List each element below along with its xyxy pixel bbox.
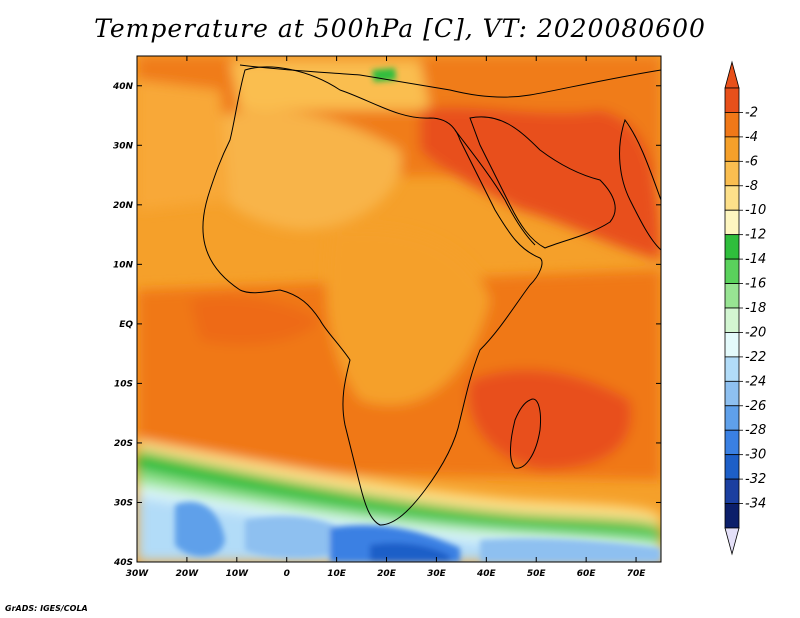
india-outline [619, 118, 661, 251]
colorbar-under-arrow [724, 527, 740, 556]
colorbar-label: -10 [745, 203, 766, 218]
lon-label: 20E [377, 569, 397, 579]
lon-label: 60E [577, 569, 597, 579]
red-sea [454, 129, 536, 246]
colorbar-label: -26 [745, 399, 766, 414]
colorbar-swatch [724, 478, 740, 504]
colorbar-swatch [724, 160, 740, 187]
field-sahara [200, 110, 402, 230]
colorbar-swatch [724, 283, 740, 309]
field-indian-ocean-hot [468, 369, 632, 470]
plot-frame [136, 55, 662, 563]
colorbar-label: -4 [745, 130, 758, 145]
lon-label: 50E [527, 569, 547, 579]
colorbar-swatch [724, 185, 740, 211]
lat-label: 30S [114, 498, 133, 508]
colorbar-label: -12 [745, 228, 766, 243]
colorbar-swatch [724, 234, 740, 260]
field-atlantic-north [137, 80, 230, 210]
lon-label: 40E [476, 569, 497, 579]
colorbar-swatch [724, 454, 740, 480]
colorbar-over-arrow [724, 60, 740, 89]
colorbar-label: -8 [745, 179, 758, 194]
temperature-field [137, 56, 661, 562]
madagascar-outline [510, 398, 541, 469]
colorbar-label: -24 [745, 374, 766, 389]
lon-label: 20W [176, 569, 200, 579]
colorbar-label: -16 [745, 277, 766, 292]
colorbar-label: -18 [745, 301, 766, 316]
colorbar-swatch [724, 332, 740, 358]
arabia-outline [469, 116, 616, 249]
colorbar-label: -28 [745, 423, 766, 438]
lon-label: 30W [126, 569, 150, 579]
field-cold-core [370, 543, 450, 562]
europe-coast [239, 64, 661, 98]
colorbar-label: -30 [745, 448, 766, 463]
grads-credit: GrADS: IGES/COLA [5, 604, 88, 613]
colorbar-label: -34 [745, 497, 766, 512]
lat-label: 40N [112, 82, 134, 92]
colorbar-swatch [724, 209, 740, 236]
field-cold-blob-far-east [480, 538, 661, 562]
lon-label: 10E [327, 569, 347, 579]
lon-label: 0 [284, 569, 290, 579]
lat-label: 20N [113, 201, 134, 211]
lat-label: 40S [113, 558, 133, 568]
colorbar-swatch [724, 503, 740, 529]
colorbar-swatch [724, 405, 740, 431]
lat-label: EQ [119, 320, 133, 330]
lat-label: 30N [113, 141, 134, 151]
lon-label: 30E [427, 569, 447, 579]
lon-label: 70E [627, 569, 647, 579]
field-cold-blob-west [175, 501, 225, 557]
africa-outline [202, 66, 543, 526]
latitude-labels: 40N 30N 20N 10N EQ 10S 20S 30S 40S [112, 82, 134, 568]
colorbar-swatch [724, 136, 740, 162]
lat-label: 10N [113, 260, 134, 270]
colorbar-label: -20 [745, 325, 766, 340]
colorbar-label: -14 [745, 252, 766, 267]
colorbar-label: -22 [745, 350, 766, 365]
colorbar-swatch [724, 429, 740, 456]
colorbar-swatch [724, 87, 740, 113]
colorbar-label: -2 [745, 105, 758, 120]
chart-title: Temperature at 500hPa [C], VT: 202008060… [94, 14, 706, 43]
colorbar: -2 -4 -6 -8 -10 -12 -14 -16 -18 -20 -22 -24 -26 -28 -3… [724, 60, 766, 556]
colorbar-label: -32 [745, 472, 766, 487]
colorbar-label: -6 [745, 154, 758, 169]
axis-ticks [136, 56, 661, 563]
coastlines [202, 64, 661, 526]
colorbar-swatch [724, 258, 740, 284]
lon-label: 10W [226, 569, 250, 579]
colorbar-swatch [724, 112, 740, 138]
colorbar-swatch [724, 356, 740, 382]
colorbar-swatch [724, 380, 740, 407]
colorbar-swatch [724, 307, 740, 333]
field-central-africa [326, 227, 490, 406]
field-atlantic-hot [190, 296, 320, 345]
lat-label: 20S [114, 439, 133, 449]
longitude-labels: 30W 20W 10W 0 10E 20E 30E 40E 50E 60E 70E [126, 569, 646, 579]
lat-label: 10S [114, 379, 133, 389]
